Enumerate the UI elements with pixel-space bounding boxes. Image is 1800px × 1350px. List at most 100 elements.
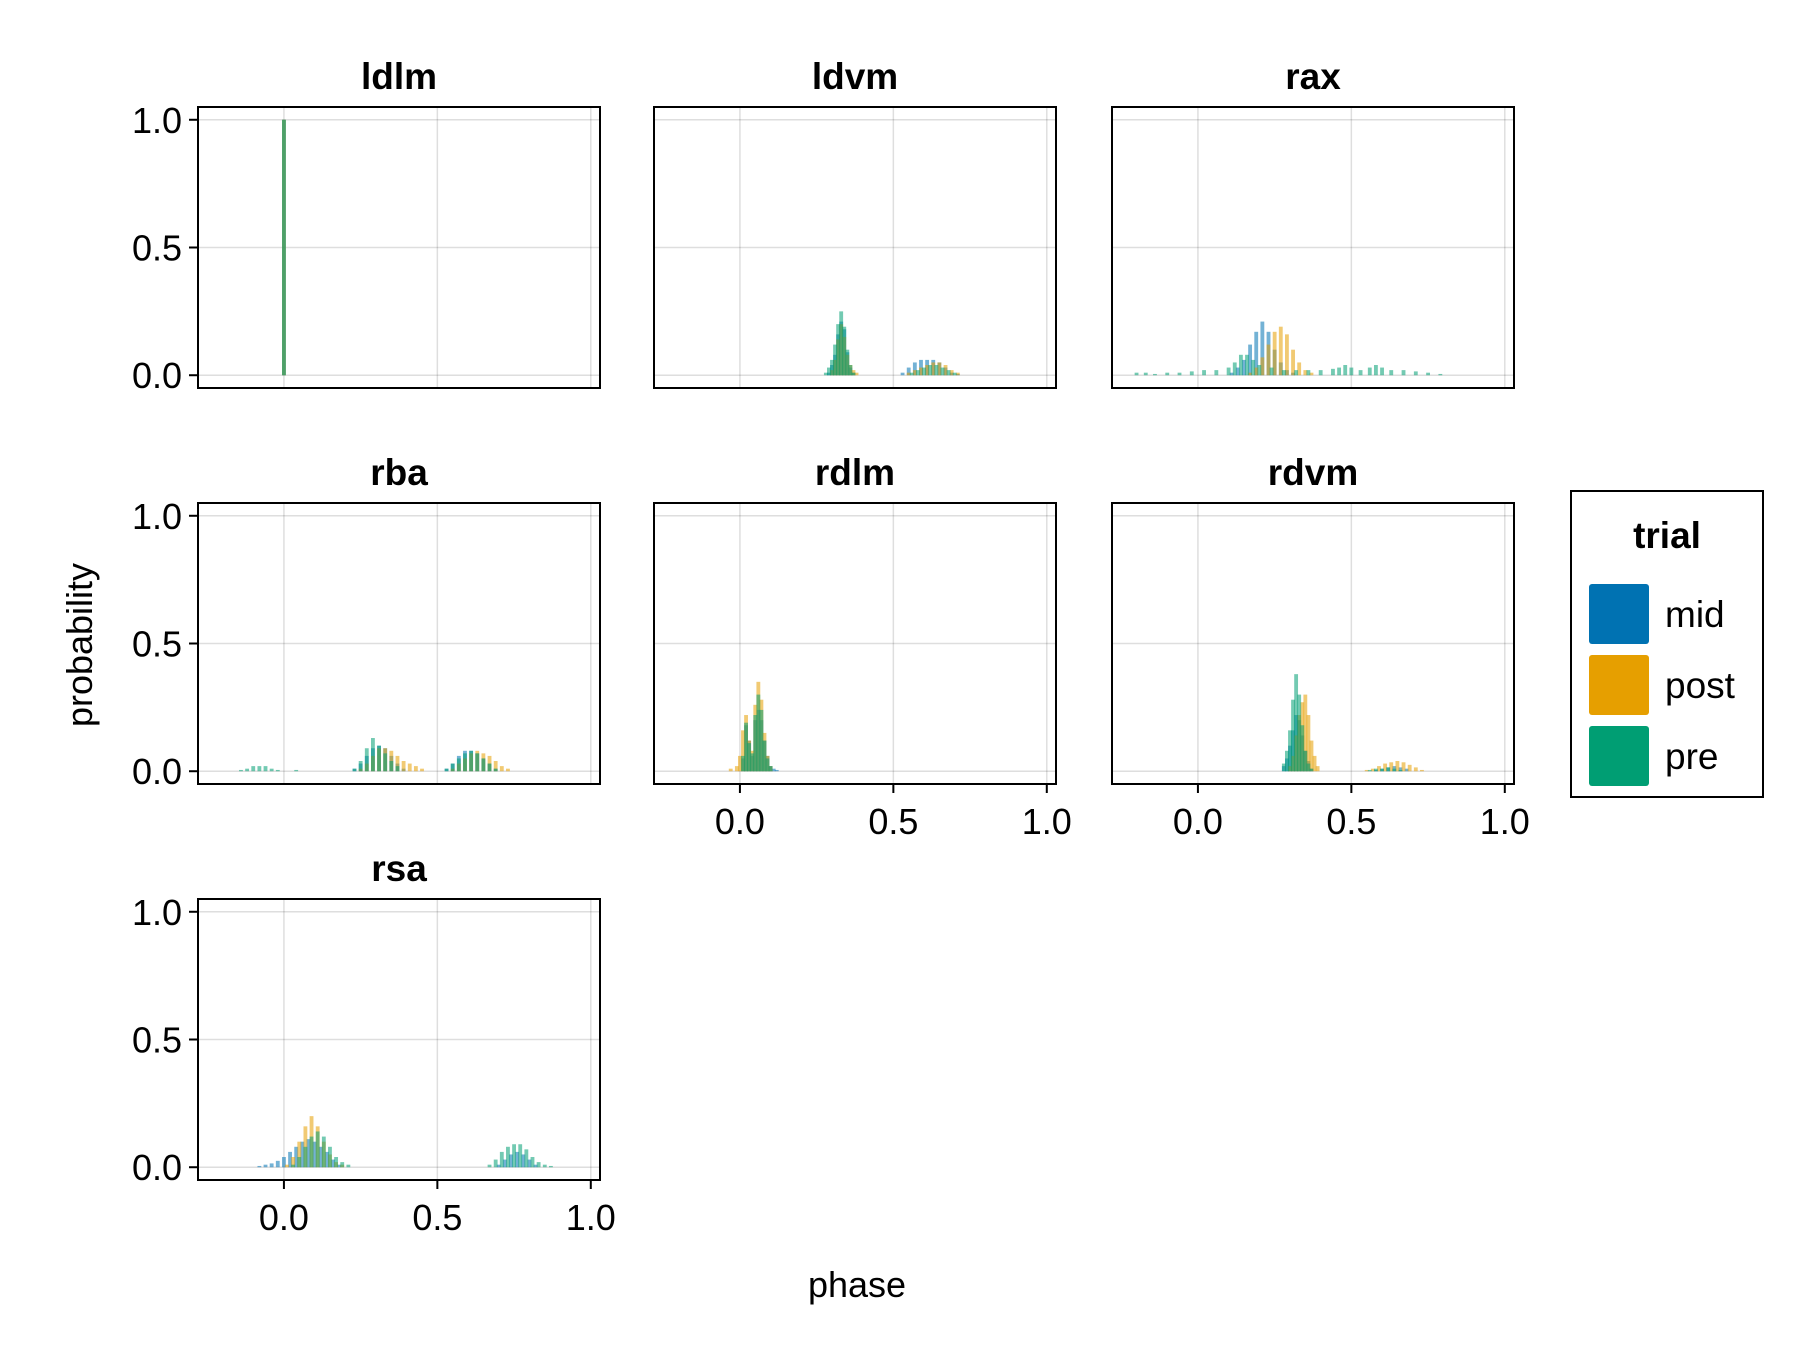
legend-swatch-mid	[1589, 584, 1649, 644]
legend-entry-pre: pre	[1589, 726, 1718, 786]
bar-mid	[1229, 372, 1234, 376]
bar-pre	[512, 1144, 516, 1168]
bar-pre	[1285, 750, 1289, 772]
bar-pre	[1367, 367, 1372, 376]
bar-pre	[1389, 370, 1394, 376]
bar-pre	[371, 738, 375, 772]
bar-pre	[762, 740, 767, 772]
bar-pre	[450, 763, 455, 772]
bar-pre	[1300, 725, 1305, 772]
bar-pre	[747, 743, 752, 772]
bar-post	[1254, 367, 1259, 376]
panel-rdvm: rdvm 0.0 0.5 1.0	[1111, 452, 1530, 842]
bar-pre	[750, 753, 755, 772]
bar-post	[493, 761, 498, 772]
series-pre	[239, 738, 498, 772]
x-tick-label: 1.0	[1022, 801, 1072, 842]
bar-pre	[830, 359, 834, 376]
bar-post	[925, 365, 930, 376]
bar-pre	[1343, 365, 1348, 376]
panel-rsa: rsa 0.0 0.5 1.0 0.0 0.5 1.0	[132, 848, 616, 1238]
bar-pre	[340, 1162, 345, 1168]
x-tick-label: 0.5	[412, 1197, 462, 1238]
bar-post	[1303, 694, 1308, 772]
bar-pre	[530, 1157, 535, 1168]
bar-mid	[282, 1157, 286, 1168]
bar-mid	[275, 1160, 280, 1168]
bar-pre	[1386, 767, 1391, 772]
panel-rdlm: rdlm 0.0 0.5 1.0	[653, 452, 1072, 842]
bar-pre	[239, 769, 243, 772]
bar-mid	[300, 1141, 305, 1168]
bar-mid	[331, 1159, 335, 1168]
series-pre	[1281, 674, 1403, 772]
bar-pre	[851, 372, 856, 376]
bar-post	[854, 372, 859, 376]
bar-pre	[334, 1157, 339, 1168]
bar-post	[1312, 755, 1317, 772]
bar-pre	[1303, 750, 1308, 772]
bar-post	[1383, 763, 1388, 772]
bar-post	[919, 367, 923, 376]
bar-pre	[1294, 674, 1299, 772]
bar-pre	[263, 766, 268, 772]
legend-entry-mid: mid	[1589, 584, 1725, 644]
bar-mid	[912, 362, 917, 376]
series-pre	[1134, 354, 1443, 376]
bar-pre	[1373, 365, 1378, 376]
bar-pre	[1291, 699, 1295, 772]
bar-post	[1413, 767, 1418, 772]
bar-post	[1297, 362, 1302, 376]
series-pre	[823, 311, 957, 376]
bar-mid	[771, 768, 776, 772]
bar-mid	[263, 1164, 268, 1168]
bar-pre	[1358, 370, 1363, 376]
bar-post	[395, 755, 400, 772]
bar-pre	[1153, 373, 1157, 376]
bar-pre	[1245, 354, 1249, 376]
bar-mid	[900, 372, 905, 376]
x-axis-label: phase	[808, 1264, 906, 1305]
legend-title: trial	[1633, 515, 1701, 556]
y-tick-label: 0.5	[132, 624, 182, 665]
bar-pre	[1257, 365, 1262, 376]
bar-post	[1309, 372, 1314, 376]
bar-post	[912, 370, 917, 376]
bar-pre	[1232, 362, 1237, 376]
bar-pre	[542, 1164, 547, 1168]
bar-pre	[328, 1146, 332, 1168]
bar-mid	[1254, 331, 1259, 376]
bar-pre	[1373, 768, 1378, 772]
bar-post	[499, 766, 504, 772]
legend-entry-post: post	[1589, 655, 1736, 715]
x-tick-label: 0.5	[1326, 801, 1376, 842]
bar-pre	[946, 370, 951, 376]
y-tick-label: 0.5	[132, 1020, 182, 1061]
bar-pre	[444, 768, 449, 772]
bar-pre	[1438, 373, 1443, 376]
bar-mid	[1242, 359, 1246, 376]
bar-post	[420, 768, 424, 772]
bar-pre	[383, 753, 388, 772]
bar-post	[1315, 766, 1320, 772]
panel-title-rba: rba	[370, 452, 428, 493]
bar-mid	[1235, 367, 1240, 376]
bar-pre	[1177, 372, 1182, 376]
bar-mid	[1260, 321, 1265, 376]
bar-pre	[1380, 768, 1384, 772]
grid-ldlm	[198, 107, 600, 388]
bar-post	[1248, 372, 1253, 376]
bar-pre	[839, 311, 844, 376]
bar-mid	[269, 1163, 274, 1168]
bar-pre	[291, 1164, 296, 1168]
bar-post	[949, 370, 954, 376]
bar-post	[1306, 715, 1311, 772]
bar-pre	[377, 745, 381, 772]
grid-rax	[1112, 107, 1514, 388]
bar-pre	[915, 370, 920, 376]
bar-pre	[282, 119, 286, 376]
x-tick-label: 0.0	[259, 1197, 309, 1238]
bar-pre	[315, 1131, 320, 1168]
bar-pre	[1401, 370, 1406, 376]
bar-pre	[309, 1136, 314, 1168]
